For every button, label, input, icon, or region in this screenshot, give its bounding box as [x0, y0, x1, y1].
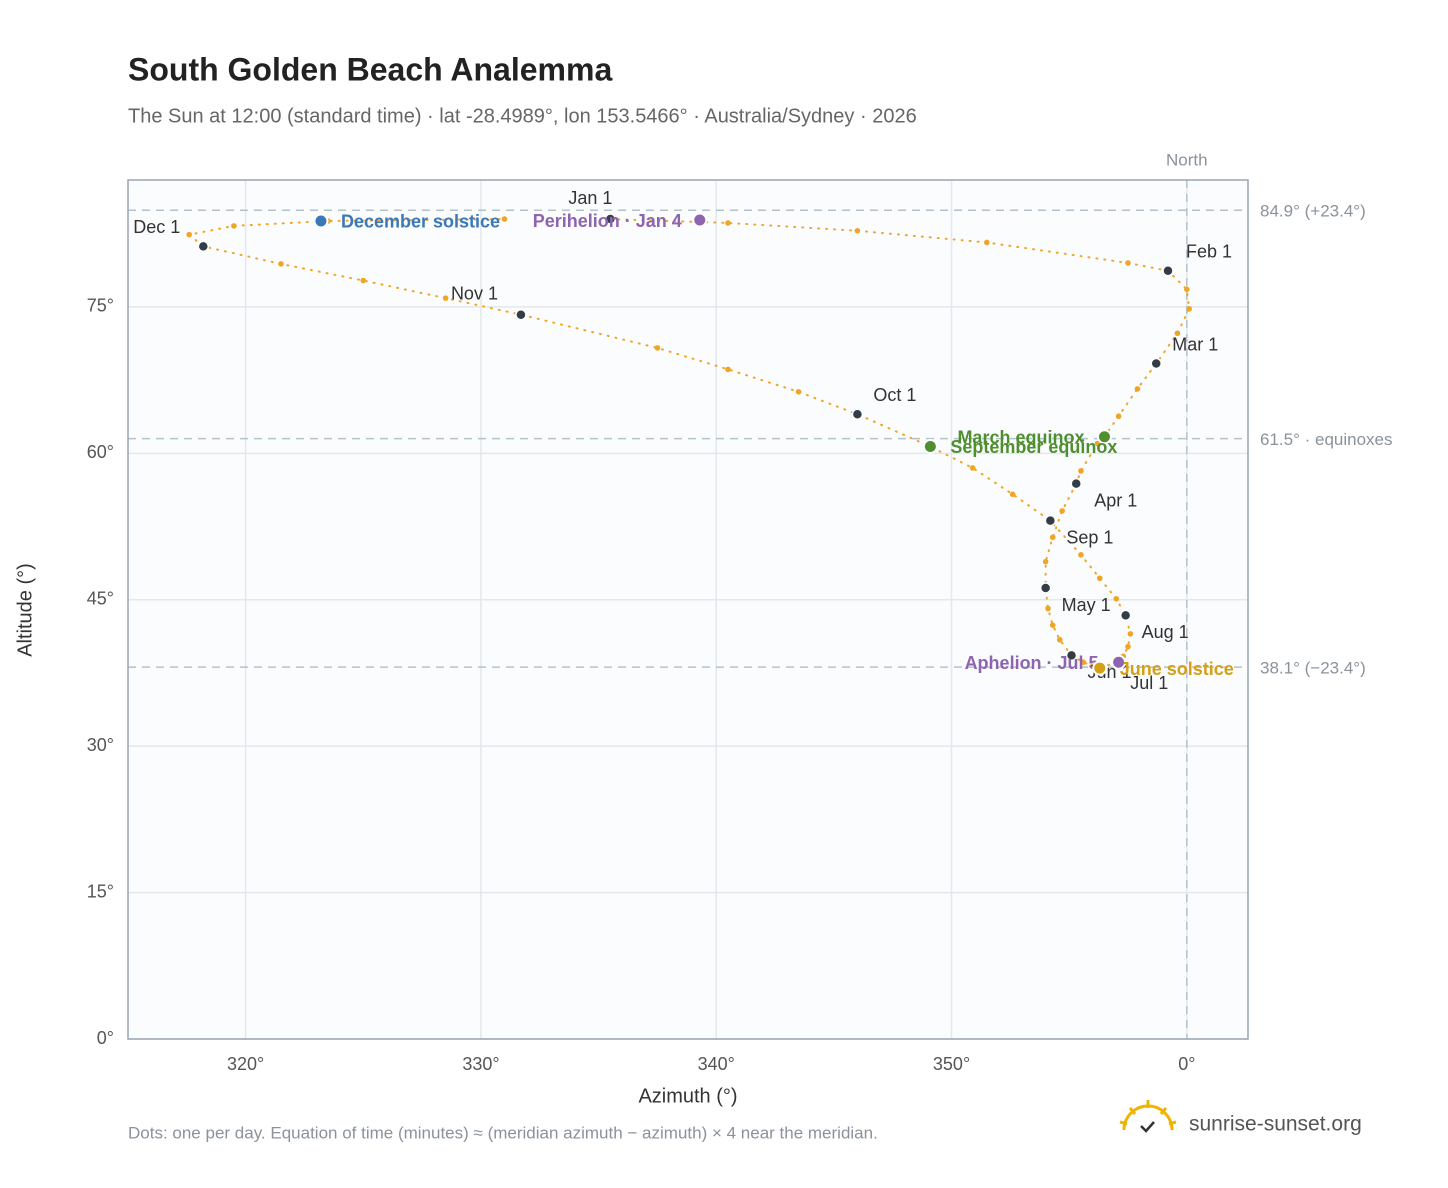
month-label: Jul 1 — [1130, 673, 1168, 693]
event-marker — [692, 212, 708, 228]
y-tick-label: 75° — [87, 296, 114, 316]
day-dot — [1134, 386, 1141, 392]
day-dot — [1080, 659, 1087, 666]
day-dot — [186, 231, 192, 238]
month-marker — [1119, 609, 1132, 622]
day-dot — [1056, 636, 1063, 643]
chart-subtitle: The Sun at 12:00 (standard time) · lat -… — [128, 105, 917, 127]
day-dot — [1078, 552, 1084, 558]
plot-area — [128, 180, 1248, 1039]
logo — [1119, 1100, 1177, 1133]
month-label: Dec 1 — [133, 217, 180, 237]
day-dot — [1115, 413, 1122, 420]
day-dot — [278, 261, 284, 267]
day-dot — [725, 366, 731, 373]
month-label: Jan 1 — [568, 188, 612, 208]
day-dot — [442, 295, 449, 301]
y-tick-label: 45° — [87, 588, 114, 608]
day-dot — [1094, 440, 1101, 447]
month-marker — [1150, 357, 1162, 370]
day-dot — [1042, 558, 1049, 565]
day-dot — [1059, 508, 1065, 514]
month-label: Mar 1 — [1172, 334, 1218, 354]
month-marker — [1162, 265, 1174, 277]
month-marker — [1070, 477, 1082, 490]
y-tick-label: 0° — [97, 1028, 114, 1048]
day-dot — [1049, 534, 1056, 541]
month-label: Feb 1 — [1186, 242, 1232, 262]
month-marker — [197, 240, 210, 253]
x-tick-label: 0° — [1178, 1054, 1195, 1074]
month-marker — [1044, 514, 1057, 527]
day-dot — [984, 239, 990, 246]
reference-label: 84.9° (+23.4°) — [1260, 202, 1366, 221]
y-axis-label: Altitude (°) — [14, 563, 36, 657]
x-axis-label: Azimuth (°) — [638, 1085, 737, 1107]
day-dot — [969, 465, 976, 471]
month-marker — [515, 308, 527, 321]
event-label: June solstice — [1120, 659, 1234, 679]
day-dot — [1009, 491, 1016, 498]
x-tick-label: 350° — [933, 1054, 970, 1074]
day-dot — [231, 223, 237, 229]
x-tick-label: 340° — [698, 1054, 735, 1074]
event-label: December solstice — [341, 212, 500, 232]
month-marker — [1065, 649, 1078, 662]
month-marker — [604, 213, 617, 225]
day-dot — [654, 345, 661, 351]
reference-label: 38.1° (−23.4°) — [1260, 659, 1366, 678]
day-dot — [725, 220, 731, 226]
event-marker — [1111, 654, 1127, 670]
day-dot — [1127, 631, 1134, 637]
day-dot — [1174, 330, 1181, 337]
event-label: September equinox — [950, 437, 1117, 457]
day-dot — [854, 227, 861, 234]
north-label: North — [1166, 150, 1208, 169]
footnote: Dots: one per day. Equation of time (min… — [128, 1123, 878, 1142]
day-dot — [1113, 595, 1120, 602]
month-marker — [1039, 582, 1052, 594]
month-marker — [851, 408, 864, 421]
event-label: Perihelion · Jan 4 — [533, 211, 682, 231]
day-dot — [1049, 622, 1056, 628]
day-dot — [1184, 286, 1190, 293]
day-dot — [795, 389, 802, 395]
x-tick-label: 330° — [462, 1054, 499, 1074]
day-dot — [1078, 468, 1084, 474]
event-label: Aphelion · Jul 5 — [965, 653, 1099, 673]
y-tick-label: 30° — [87, 735, 114, 755]
month-label: Sep 1 — [1066, 527, 1113, 547]
month-label: Apr 1 — [1094, 490, 1137, 510]
y-tick-label: 15° — [87, 881, 114, 901]
event-marker — [1096, 429, 1112, 445]
month-label: Nov 1 — [451, 283, 498, 303]
plot-frame — [127, 179, 1249, 1040]
day-dot — [360, 277, 367, 284]
day-dot — [1186, 306, 1192, 312]
day-dot — [1045, 605, 1051, 612]
source: sunrise-sunset.org — [1189, 1113, 1362, 1136]
x-tick-label: 320° — [227, 1054, 264, 1074]
plot-layer: 0° 15° 30° 45° 60° 75° 320° 330° 340° 350° 0° 84.9°… — [87, 150, 1393, 1073]
month-label: Oct 1 — [873, 385, 916, 405]
chart-title: South Golden Beach Analemma — [128, 51, 612, 87]
event-marker — [922, 438, 938, 454]
day-dot — [501, 216, 508, 222]
event-marker — [313, 213, 329, 229]
day-dot — [1125, 643, 1131, 650]
month-label: Aug 1 — [1142, 622, 1189, 642]
y-tick-label: 60° — [87, 442, 114, 462]
reference-label: 61.5° · equinoxes — [1260, 430, 1393, 449]
day-dot — [1096, 575, 1103, 582]
event-label: March equinox — [957, 427, 1084, 447]
day-dot — [1125, 260, 1131, 266]
month-label: May 1 — [1062, 595, 1111, 615]
event-marker — [1092, 660, 1108, 676]
